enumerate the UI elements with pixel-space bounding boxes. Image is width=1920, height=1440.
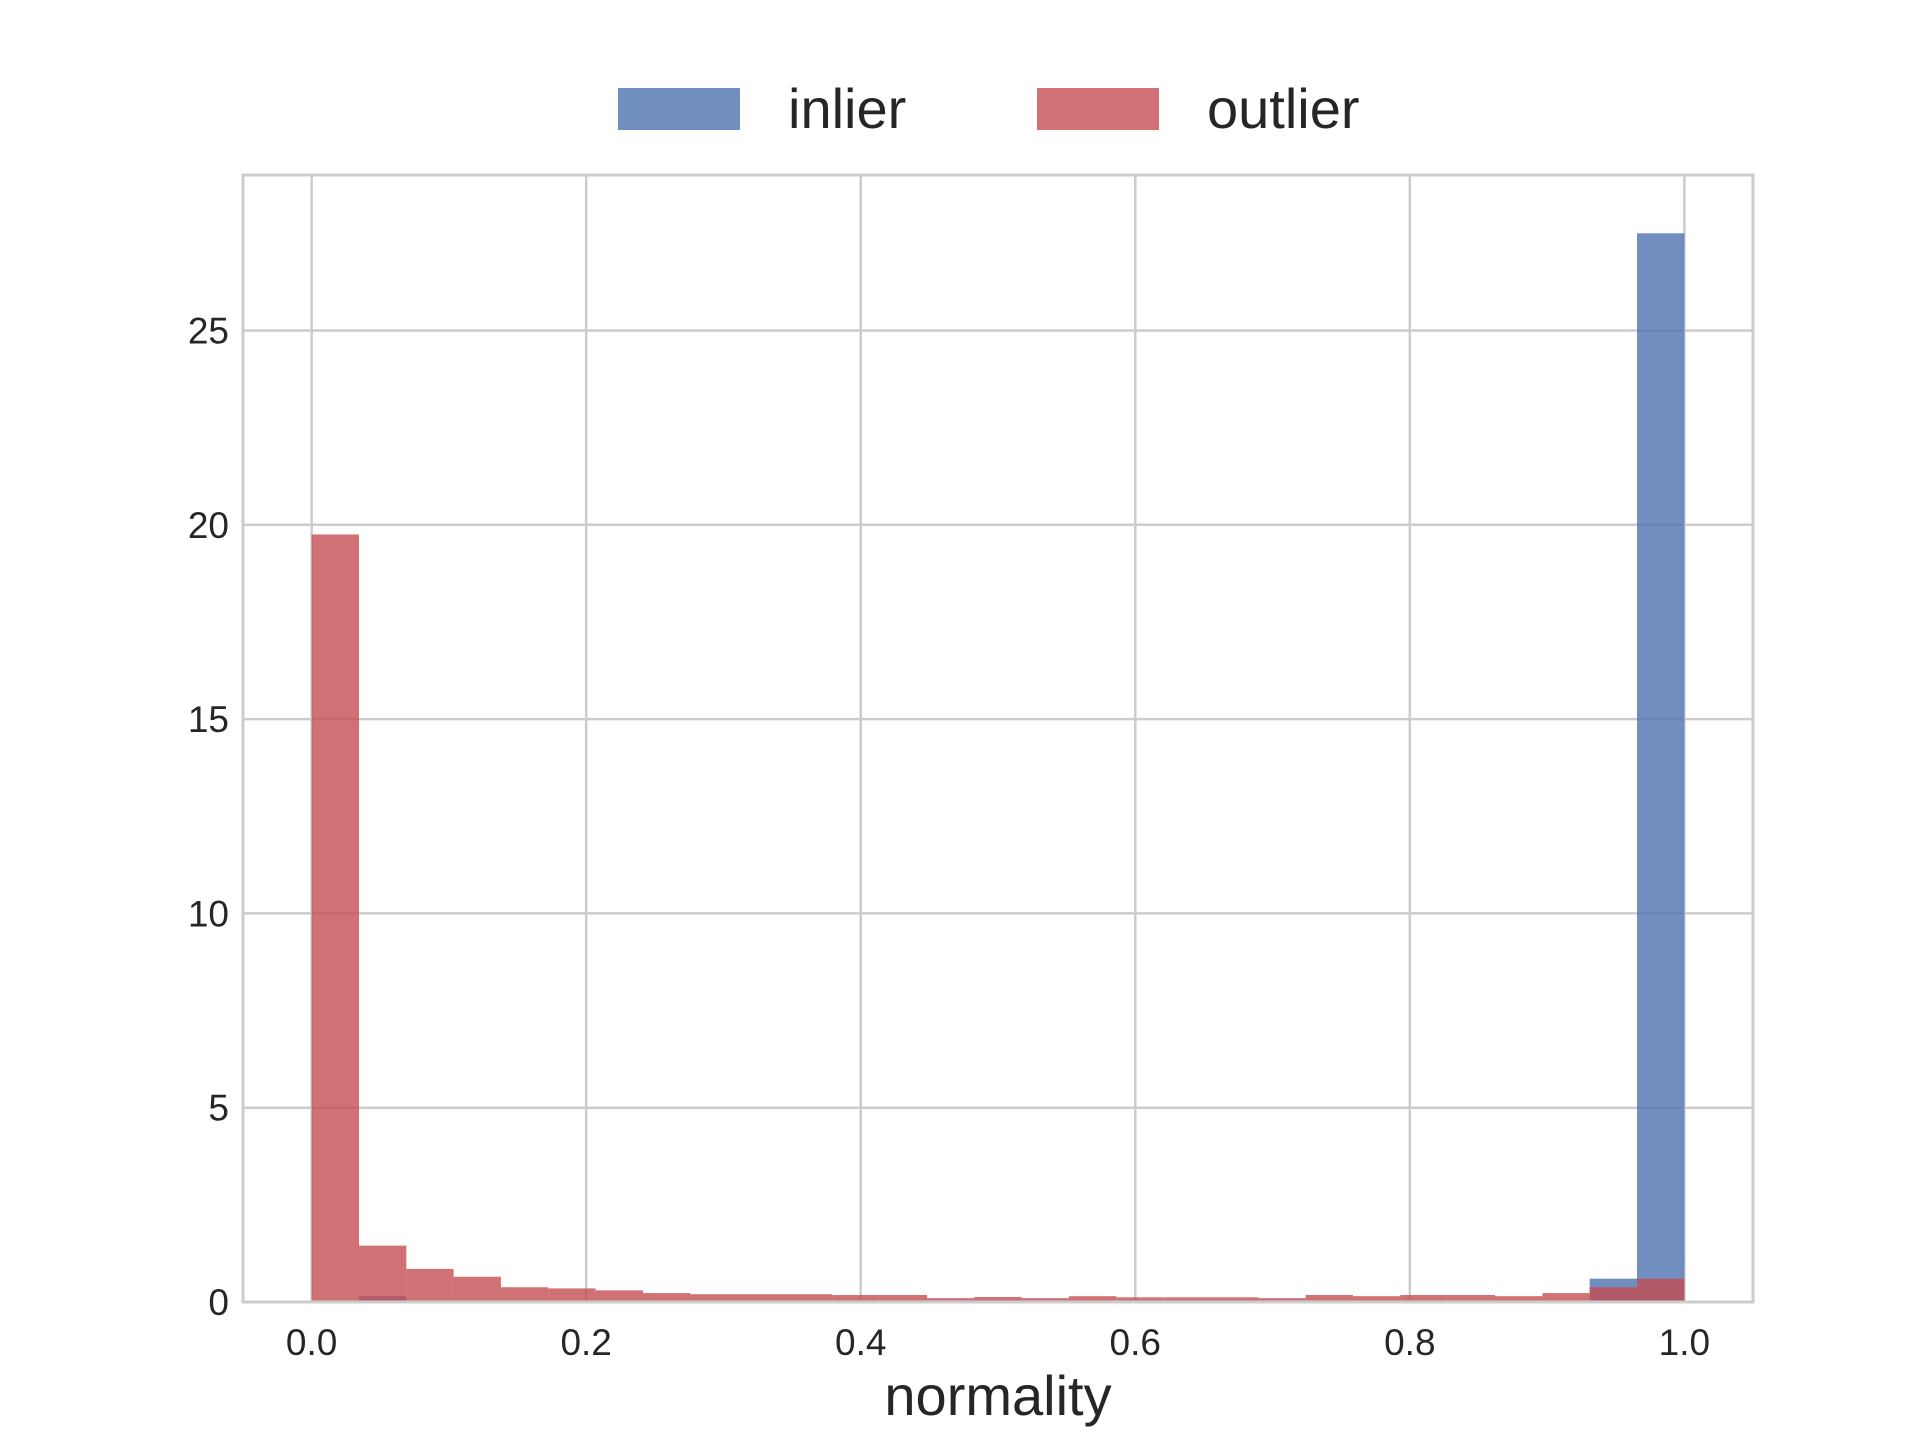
x-tick-label: 0.0 — [286, 1322, 337, 1363]
outlier-bar — [406, 1268, 454, 1302]
outlier-bar — [500, 1287, 549, 1302]
outlier-bar — [974, 1296, 1022, 1302]
outlier-bar — [1589, 1287, 1638, 1302]
inlier-legend-label: inlier — [788, 77, 906, 140]
inlier-bar — [1637, 233, 1685, 1303]
outlier-bar — [643, 1293, 691, 1302]
outlier-bar — [1163, 1297, 1212, 1302]
y-tick-label: 5 — [208, 1088, 229, 1129]
x-axis-label: normality — [884, 1364, 1111, 1427]
outlier-bar — [737, 1294, 785, 1302]
outlier-bar — [358, 1245, 407, 1302]
y-axis-ticks: 0 5 10 15 20 25 — [188, 310, 229, 1323]
x-tick-label: 0.2 — [560, 1322, 611, 1363]
outlier-bar — [1116, 1297, 1164, 1302]
outlier-bar — [1495, 1296, 1543, 1302]
plot-frame — [241, 173, 1755, 1304]
outlier-bar — [1352, 1296, 1401, 1302]
outlier-bar — [1400, 1295, 1448, 1302]
outlier-bar — [548, 1288, 596, 1302]
outlier-bar — [690, 1294, 738, 1302]
outlier-legend-label: outlier — [1207, 77, 1360, 140]
y-tick-label: 10 — [188, 893, 229, 934]
outlier-bar — [1637, 1278, 1685, 1302]
x-tick-label: 0.6 — [1110, 1322, 1161, 1363]
outlier-bar — [595, 1290, 644, 1302]
x-tick-label: 0.4 — [835, 1322, 886, 1363]
bars — [311, 233, 1685, 1303]
outlier-bar — [1258, 1298, 1306, 1302]
outlier-bar — [1021, 1298, 1069, 1302]
outlier-bar — [1068, 1296, 1117, 1302]
outlier-bar — [1447, 1295, 1496, 1302]
x-tick-label: 1.0 — [1659, 1322, 1710, 1363]
y-tick-label: 25 — [188, 310, 229, 351]
outlier-bar — [311, 534, 359, 1302]
plot-area — [243, 175, 1753, 1302]
y-tick-label: 20 — [188, 505, 229, 546]
outlier-bar — [832, 1295, 880, 1302]
y-tick-label: 15 — [188, 699, 229, 740]
outlier-bar — [927, 1298, 975, 1302]
outlier-bar — [879, 1295, 928, 1302]
legend: inlier outlier — [618, 77, 1360, 140]
outlier-bar — [1305, 1295, 1353, 1302]
outlier-bar — [784, 1294, 833, 1302]
y-tick-label: 0 — [208, 1282, 229, 1323]
x-axis-ticks: 0.0 0.2 0.4 0.6 0.8 1.0 — [286, 1322, 1710, 1363]
outlier-bar — [1542, 1293, 1590, 1302]
outlier-legend-swatch — [1037, 88, 1159, 130]
inlier-legend-swatch — [618, 88, 740, 130]
outlier-bar — [453, 1276, 501, 1302]
x-tick-label: 0.8 — [1384, 1322, 1435, 1363]
outlier-bar — [1211, 1297, 1259, 1302]
